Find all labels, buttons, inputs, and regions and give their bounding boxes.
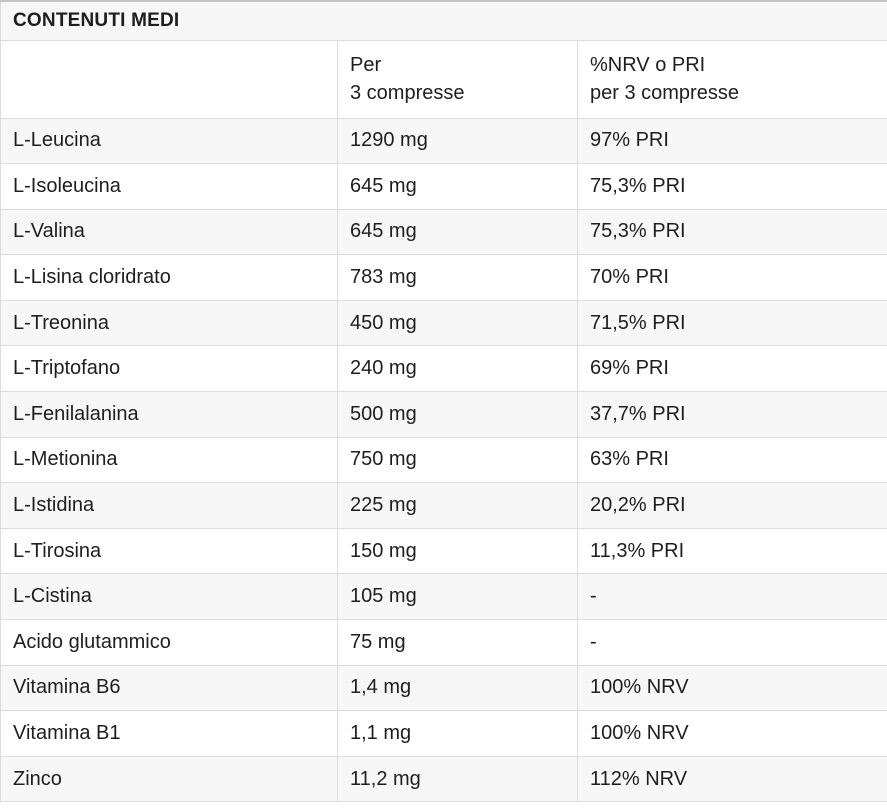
nutrient-name: L-Isoleucina	[0, 163, 338, 210]
table-row: L-Cistina 105 mg -	[0, 573, 887, 621]
nutrient-nrv: 71,5% PRI	[576, 299, 887, 347]
nutrient-name: Vitamina B6	[0, 664, 338, 712]
column-header-per-3-compresse: Per 3 compresse	[337, 39, 578, 119]
table-row: Vitamina B1 1,1 mg 100% NRV	[0, 710, 887, 757]
nutrient-name: L-Leucina	[0, 117, 338, 165]
nutrient-amount: 150 mg	[337, 527, 578, 575]
nutrient-nrv: 112% NRV	[576, 755, 887, 803]
nutrient-nrv: 20,2% PRI	[576, 482, 887, 529]
nutrient-nrv: 100% NRV	[576, 664, 887, 712]
nutrient-amount: 75 mg	[337, 619, 578, 666]
table-row: L-Leucina 1290 mg 97% PRI	[0, 117, 887, 165]
nutrient-name: L-Fenilalanina	[0, 391, 338, 438]
nutrient-name: L-Metionina	[0, 436, 338, 484]
table-row: L-Istidina 225 mg 20,2% PRI	[0, 482, 887, 529]
nutrient-nrv: 69% PRI	[576, 345, 887, 393]
nutrient-amount: 225 mg	[337, 482, 578, 529]
nutrient-name: L-Lisina cloridrato	[0, 254, 338, 301]
table-row: L-Isoleucina 645 mg 75,3% PRI	[0, 163, 887, 210]
nutrient-name: Zinco	[0, 755, 338, 803]
table-row: L-Fenilalanina 500 mg 37,7% PRI	[0, 391, 887, 438]
nutrient-amount: 240 mg	[337, 345, 578, 393]
nutrient-name: L-Cistina	[0, 573, 338, 621]
nutrient-nrv: 75,3% PRI	[576, 208, 887, 256]
nutrient-amount: 105 mg	[337, 573, 578, 621]
nutrient-nrv: 97% PRI	[576, 117, 887, 165]
table-title-row: CONTENUTI MEDI	[0, 0, 887, 41]
table-row: L-Lisina cloridrato 783 mg 70% PRI	[0, 254, 887, 301]
table-row: L-Triptofano 240 mg 69% PRI	[0, 345, 887, 393]
nutrient-amount: 1,4 mg	[337, 664, 578, 712]
nutrient-amount: 1,1 mg	[337, 710, 578, 757]
nutrient-name: L-Valina	[0, 208, 338, 256]
nutrient-amount: 783 mg	[337, 254, 578, 301]
nutrient-name: Vitamina B1	[0, 710, 338, 757]
nutrient-nrv: 37,7% PRI	[576, 391, 887, 438]
table-row: Vitamina B6 1,4 mg 100% NRV	[0, 664, 887, 712]
column-header-nrv-pri: %NRV o PRI per 3 compresse	[576, 39, 887, 119]
table-row: L-Valina 645 mg 75,3% PRI	[0, 208, 887, 256]
nutrient-amount: 450 mg	[337, 299, 578, 347]
nutrient-name: L-Tirosina	[0, 527, 338, 575]
table-row: Acido glutammico 75 mg -	[0, 619, 887, 666]
nutrient-nrv: 70% PRI	[576, 254, 887, 301]
nutrient-nrv: -	[576, 619, 887, 666]
column-header-empty	[0, 39, 338, 119]
nutrient-amount: 750 mg	[337, 436, 578, 484]
nutrient-nrv: -	[576, 573, 887, 621]
column-header-row: Per 3 compresse %NRV o PRI per 3 compres…	[0, 39, 887, 119]
nutrient-amount: 645 mg	[337, 208, 578, 256]
nutrient-amount: 11,2 mg	[337, 755, 578, 803]
nutrient-nrv: 75,3% PRI	[576, 163, 887, 210]
nutrient-name: L-Istidina	[0, 482, 338, 529]
table-row: L-Treonina 450 mg 71,5% PRI	[0, 299, 887, 347]
nutrient-nrv: 100% NRV	[576, 710, 887, 757]
nutrient-amount: 645 mg	[337, 163, 578, 210]
table-title: CONTENUTI MEDI	[0, 0, 887, 41]
table-row: L-Metionina 750 mg 63% PRI	[0, 436, 887, 484]
nutrient-nrv: 11,3% PRI	[576, 527, 887, 575]
nutrient-name: Acido glutammico	[0, 619, 338, 666]
nutrient-amount: 500 mg	[337, 391, 578, 438]
nutrient-name: L-Treonina	[0, 299, 338, 347]
table-row: L-Tirosina 150 mg 11,3% PRI	[0, 527, 887, 575]
nutrient-name: L-Triptofano	[0, 345, 338, 393]
table-row: Zinco 11,2 mg 112% NRV	[0, 755, 887, 803]
nutrient-amount: 1290 mg	[337, 117, 578, 165]
nutrient-nrv: 63% PRI	[576, 436, 887, 484]
